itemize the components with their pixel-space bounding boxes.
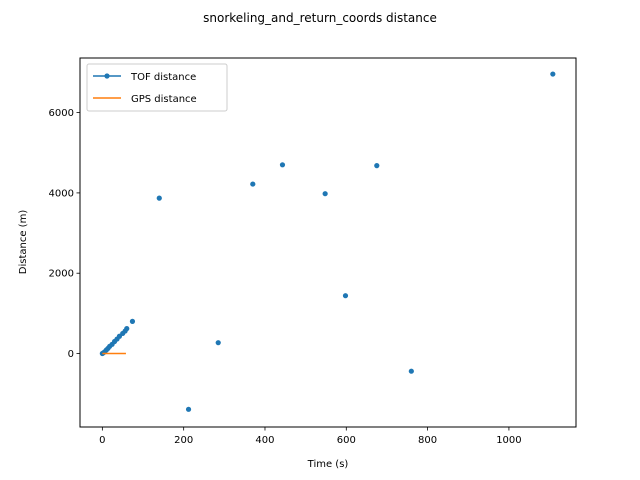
data-point-tof-distance (342, 293, 349, 299)
y-tick-label: 6000 (49, 108, 74, 119)
x-axis: 0 200 400 600 800 1000 (99, 427, 522, 446)
x-tick-label: 400 (255, 435, 274, 446)
data-point-tof-distance (550, 71, 556, 77)
data-point-tof-distance (156, 195, 162, 201)
y-tick-label: 2000 (49, 269, 74, 280)
data-point-tof-distance (322, 191, 328, 197)
x-tick-label: 200 (174, 435, 193, 446)
y-axis-label: Distance (m) (18, 210, 29, 275)
data-point-tof-distance (185, 406, 192, 412)
legend-label-gps: GPS distance (131, 94, 197, 105)
legend-frame (86, 63, 228, 112)
data-point-tof-distance (124, 326, 130, 332)
data-point-tof-distance (215, 340, 221, 346)
data-point-tof-distance (279, 162, 286, 168)
x-tick-label: 800 (418, 435, 437, 446)
y-tick-label: 4000 (49, 188, 74, 199)
x-axis-label: Time (s) (307, 459, 349, 470)
data-point-tof-distance (129, 318, 136, 324)
series-layer (99, 71, 556, 412)
x-tick-label: 600 (337, 435, 356, 446)
legend-label-tof: TOF distance (130, 72, 196, 83)
series-tof-distance (99, 71, 556, 412)
data-point-tof-distance (408, 368, 414, 374)
x-tick-label: 1000 (496, 435, 521, 446)
data-point-tof-distance (250, 181, 256, 187)
plot-frame (79, 57, 577, 428)
data-point-tof-distance (374, 163, 380, 169)
y-tick-label: 0 (68, 349, 74, 360)
chart-title: snorkeling_and_return_coords distance (203, 11, 437, 25)
plot-area (80, 58, 576, 427)
x-tick-label: 0 (99, 435, 105, 446)
legend-marker-tof (104, 73, 110, 79)
legend: TOF distance GPS distance (86, 63, 228, 112)
y-axis: 0 2000 4000 6000 (49, 108, 80, 360)
